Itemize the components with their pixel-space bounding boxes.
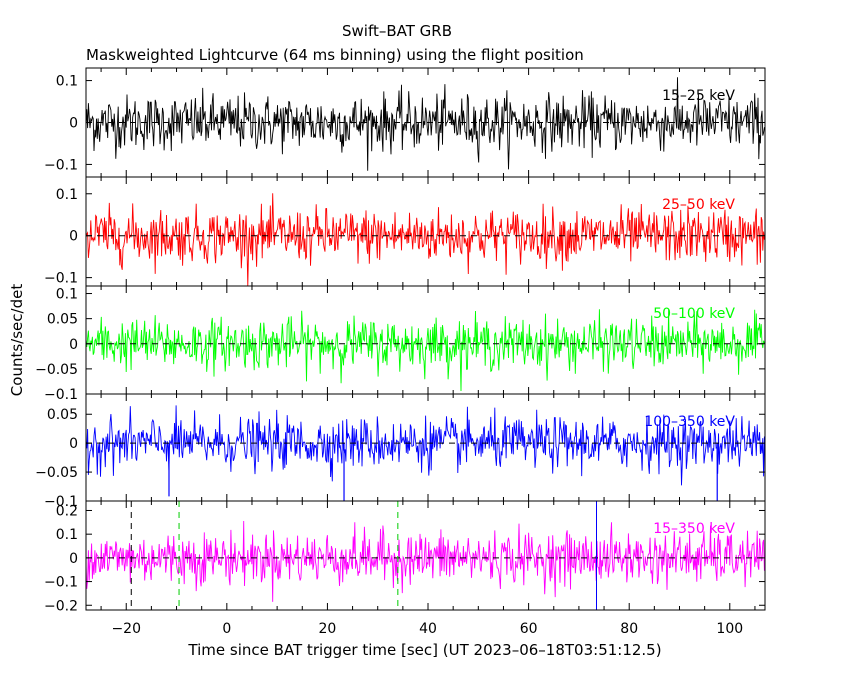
- series-line-3: [86, 309, 765, 392]
- y-tick-label-2-3: −0.1: [44, 271, 78, 287]
- panel-4: 0.05 0 −0.05 −0.1 100–350 keV: [35, 393, 766, 510]
- y-tick-label-4-2: 0: [69, 436, 78, 452]
- y-tick-label-4-4: −0.1: [44, 494, 78, 510]
- series-line-1: [86, 77, 765, 171]
- band-label-1: 15–25 keV: [662, 88, 735, 104]
- y-tick-label-3-2: 0.05: [47, 312, 78, 328]
- chart-title: Swift–BAT GRB: [342, 22, 452, 40]
- chart-subtitle: Maskweighted Lightcurve (64 ms binning) …: [86, 46, 584, 64]
- y-tick-label-2-1: 0.1: [56, 187, 78, 203]
- panel-3: 0.1 0.05 0 −0.05 −0.1 50–100 keV: [35, 285, 766, 403]
- band-label-5: 15–350 keV: [653, 521, 735, 537]
- y-tick-label-2-2: 0: [69, 229, 78, 245]
- x-tick-label-1: −20: [111, 621, 141, 637]
- y-tick-label-5-1: 0.2: [56, 503, 78, 519]
- y-tick-label-5-4: −0.1: [44, 575, 78, 591]
- y-tick-label-3-4: −0.05: [35, 362, 78, 378]
- y-tick-label-3-5: −0.1: [44, 387, 78, 403]
- x-axis-label: Time since BAT trigger time [sec] (UT 20…: [187, 641, 661, 659]
- y-tick-label-4-3: −0.05: [35, 465, 78, 481]
- x-tick-label-6: 80: [620, 621, 638, 637]
- x-tick-label-2: 0: [222, 621, 231, 637]
- y-tick-label-4-1: 0.05: [47, 407, 78, 423]
- panel-frame-3: [85, 285, 766, 395]
- y-tick-label-1-2: 0: [69, 116, 78, 132]
- x-tick-label-5: 60: [520, 621, 538, 637]
- panel-5: 0.2 0.1 0 −0.1 −0.2 15–350 keV: [44, 500, 766, 614]
- y-axis-label: Counts/sec/det: [8, 284, 26, 397]
- series-line-5: [86, 520, 765, 602]
- x-tick-label-7: 100: [716, 621, 743, 637]
- y-tick-label-1-1: 0.1: [56, 74, 78, 90]
- panel-1: 0.1 0 −0.1 15–25 keV: [44, 67, 766, 178]
- panels-layer: 0.1 0 −0.1 15–25 keV 0.1 0 −0.1 25–50 keV 0.1 0.0…: [35, 67, 766, 637]
- series-line-2: [86, 193, 765, 286]
- y-tick-label-1-3: −0.1: [44, 157, 78, 173]
- series-line-4: [86, 405, 765, 486]
- y-tick-label-5-3: 0: [69, 551, 78, 567]
- panel-frame-4: [85, 393, 766, 502]
- x-tick-label-4: 40: [419, 621, 437, 637]
- band-label-2: 25–50 keV: [662, 197, 735, 213]
- band-label-4: 100–350 keV: [644, 414, 735, 430]
- panel-frame-5: [85, 500, 766, 611]
- y-tick-label-3-3: 0: [69, 337, 78, 353]
- x-tick-label-3: 20: [319, 621, 337, 637]
- y-tick-label-5-2: 0.1: [56, 527, 78, 543]
- band-label-3: 50–100 keV: [653, 306, 735, 322]
- panel-2: 0.1 0 −0.1 25–50 keV: [44, 176, 766, 287]
- y-tick-label-5-5: −0.2: [44, 598, 78, 614]
- y-tick-label-3-1: 0.1: [56, 287, 78, 303]
